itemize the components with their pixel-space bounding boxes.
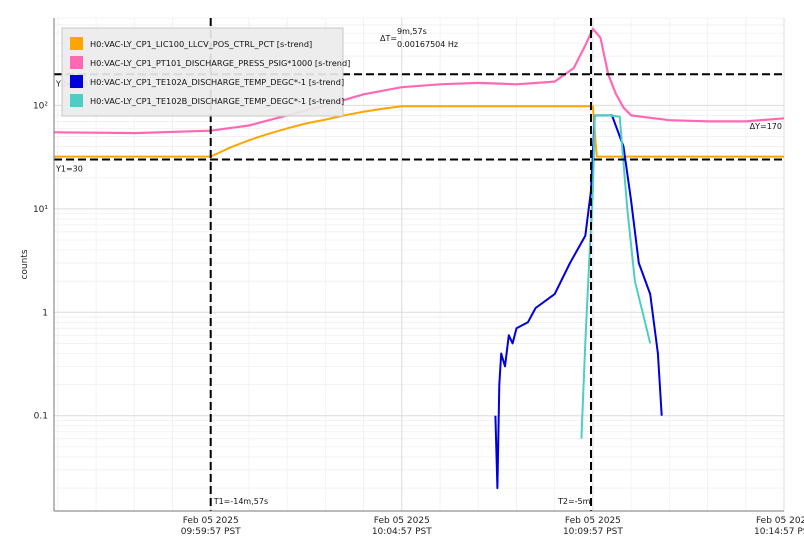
- legend-box: [61, 27, 344, 117]
- cursor-t1-label: T1=-14m,57s: [213, 497, 268, 506]
- x-tick-label: 10:09:57 PST: [563, 527, 623, 537]
- legend-swatch: [70, 75, 83, 88]
- x-tick-label: 10:14:57 PST: [754, 527, 804, 537]
- legend-swatch: [70, 94, 83, 107]
- x-tick-label: Feb 05 2025: [756, 516, 804, 526]
- delta-t-frequency: 0.00167504 Hz: [397, 40, 458, 49]
- series-line-3: [494, 114, 663, 490]
- delta-t-value: 9m,57s: [397, 27, 427, 36]
- x-tick-label: 09:59:57 PST: [181, 527, 241, 537]
- x-tick-label: Feb 05 2025: [565, 516, 621, 526]
- legend[interactable]: H0:VAC-LY_CP1_LIC100_LLCV_POS_CTRL_PCT […: [61, 27, 350, 117]
- legend-label: H0:VAC-LY_CP1_TE102B_DISCHARGE_TEMP_DEGC…: [90, 96, 344, 106]
- cursor-y1-label: Y1=30: [55, 165, 83, 174]
- y-tick-label: 10²: [33, 101, 48, 111]
- legend-swatch: [70, 37, 83, 50]
- delta-t-prefix: ΔT=: [380, 34, 397, 43]
- y-axis-label: counts: [20, 249, 30, 279]
- legend-label: H0:VAC-LY_CP1_LIC100_LLCV_POS_CTRL_PCT […: [90, 39, 312, 49]
- x-tick-label: 10:04:57 PST: [372, 527, 432, 537]
- legend-label: H0:VAC-LY_CP1_PT101_DISCHARGE_PRESS_PSIG…: [90, 58, 350, 68]
- cursor-t2-label: T2=-5m: [557, 497, 591, 506]
- legend-swatch: [70, 56, 83, 69]
- y-tick-label: 10¹: [33, 205, 48, 215]
- series-line-1: [54, 105, 784, 158]
- series-line-4: [580, 114, 652, 439]
- series-layer: [53, 27, 785, 490]
- legend-label: H0:VAC-LY_CP1_TE102A_DISCHARGE_TEMP_DEGC…: [90, 77, 344, 87]
- delta-y-label: ΔY=170: [750, 122, 782, 131]
- y-tick-label: 0.1: [34, 412, 48, 422]
- x-tick-label: Feb 05 2025: [183, 516, 239, 526]
- x-tick-label: Feb 05 2025: [374, 516, 430, 526]
- y-tick-label: 1: [42, 308, 48, 318]
